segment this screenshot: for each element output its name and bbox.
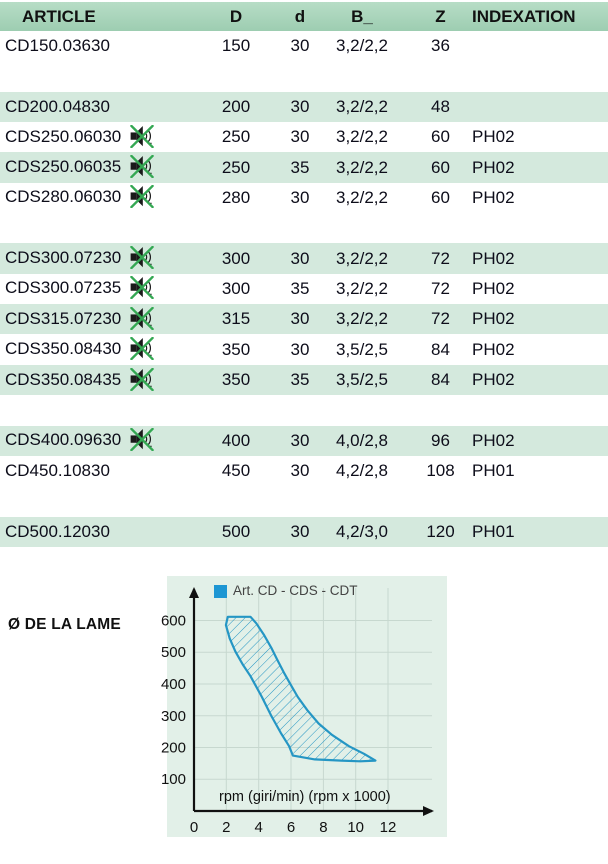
svg-text:rpm (giri/min) (rpm x 1000): rpm (giri/min) (rpm x 1000) — [219, 789, 391, 805]
svg-text:10: 10 — [347, 819, 364, 836]
svg-text:600: 600 — [161, 613, 186, 630]
svg-text:100: 100 — [161, 771, 186, 788]
svg-text:500: 500 — [161, 644, 186, 661]
svg-text:2: 2 — [222, 819, 230, 836]
svg-text:300: 300 — [161, 708, 186, 725]
svg-text:12: 12 — [380, 819, 397, 836]
svg-text:200: 200 — [161, 740, 186, 757]
svg-text:6: 6 — [287, 819, 295, 836]
svg-text:0: 0 — [190, 819, 198, 836]
svg-text:4: 4 — [255, 819, 263, 836]
svg-text:400: 400 — [161, 676, 186, 693]
svg-text:8: 8 — [319, 819, 327, 836]
